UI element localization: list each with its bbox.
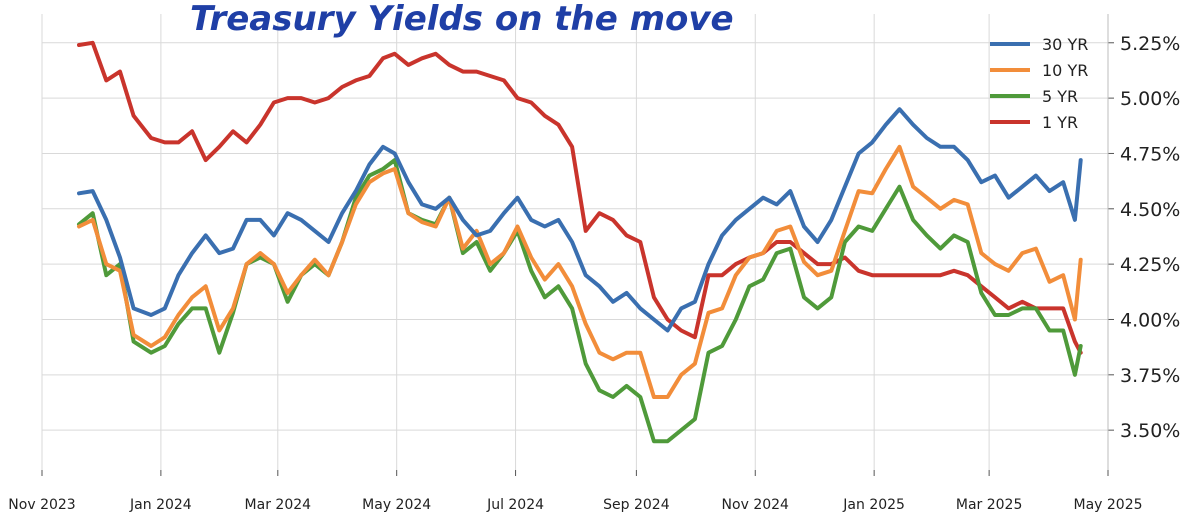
y-tick-label: 5.00% (1120, 88, 1180, 110)
series-line-30-yr (77, 107, 1083, 333)
legend: 30 YR 10 YR 5 YR 1 YR (990, 35, 1088, 132)
legend-label: 30 YR (1042, 35, 1088, 54)
x-tick-label: Jan 2024 (129, 497, 192, 513)
x-tick-label: Jan 2025 (842, 497, 905, 513)
axis-labels: Nov 2023 Jan 2024 Mar 2024 May 2024 Jul 2024… (8, 14, 1180, 513)
legend-label: 10 YR (1042, 61, 1088, 80)
x-tick-label: Nov 2024 (722, 497, 789, 513)
x-tick-label: Mar 2024 (245, 497, 312, 513)
y-tick-label: 3.75% (1120, 365, 1180, 387)
x-tick-label: Mar 2025 (956, 497, 1023, 513)
series-lines (77, 40, 1083, 444)
legend-label: 1 YR (1042, 113, 1078, 132)
series-line-10-yr (77, 144, 1083, 399)
series-line-1-yr (77, 40, 1083, 355)
x-tick-label: Nov 2023 (8, 497, 75, 513)
x-tick-label: Sep 2024 (603, 497, 670, 513)
legend-label: 5 YR (1042, 87, 1078, 106)
x-tick-label: Jul 2024 (486, 497, 544, 513)
x-tick-label: May 2024 (362, 497, 431, 513)
y-tick-label: 3.50% (1120, 420, 1180, 442)
chart-title: Treasury Yields on the move (190, 0, 734, 39)
y-tick-label: 4.75% (1120, 143, 1180, 165)
y-tick-label: 4.25% (1120, 254, 1180, 276)
y-tick-label: 4.50% (1120, 199, 1180, 221)
y-tick-label: 5.25% (1120, 33, 1180, 55)
x-tick-label: May 2025 (1073, 497, 1142, 513)
y-tick-label: 4.00% (1120, 309, 1180, 331)
